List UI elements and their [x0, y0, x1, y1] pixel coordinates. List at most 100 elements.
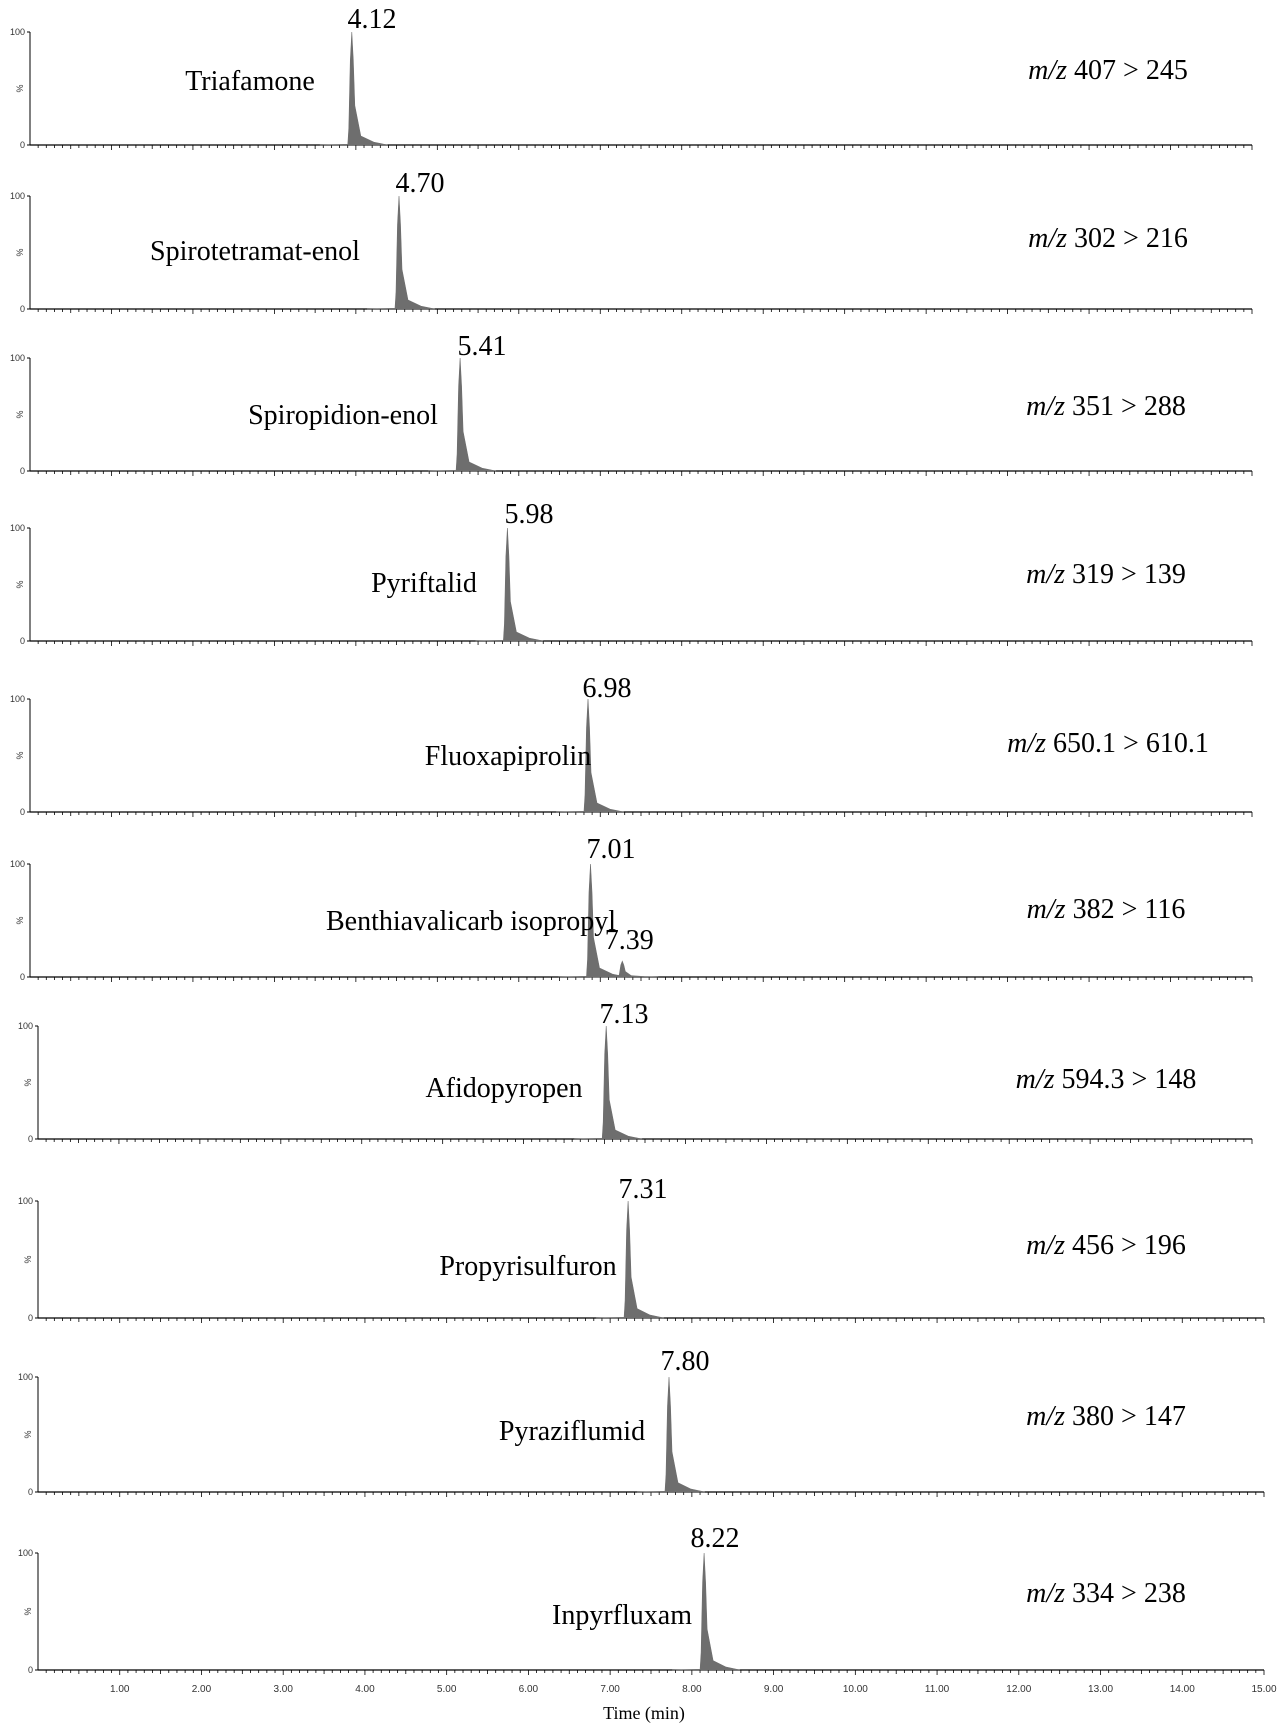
mz-prefix: m/z	[1026, 559, 1065, 590]
mz-transition-label: m/z 594.3 > 148	[1016, 1064, 1197, 1095]
panel-inpyrfluxam: 100% 0 8.22 Inpyrfluxam m/z 334 > 238	[18, 1523, 1265, 1675]
mz-value: 334 > 238	[1065, 1578, 1186, 1609]
mz-prefix: m/z	[1026, 1230, 1065, 1261]
y-axis-label: %	[15, 580, 25, 588]
y-tick-label: 100	[18, 1548, 33, 1558]
mz-transition-label: m/z 382 > 116	[1027, 894, 1186, 925]
x-tick-label: 3.00	[273, 1684, 293, 1695]
x-tick-label: 4.00	[355, 1684, 375, 1695]
x-tick-label: 5.00	[437, 1684, 457, 1695]
mz-prefix: m/z	[1027, 894, 1066, 925]
panel-pyriftalid: 100% 0 5.98 Pyriftalid m/z 319 > 139	[10, 499, 1253, 646]
panel-propyrisulfuron: 100% 0 7.31 Propyrisulfuron m/z 456 > 196	[18, 1174, 1265, 1323]
panel-pyraziflumid: 100% 0 7.80 Pyraziflumid m/z 380 > 147	[18, 1346, 1265, 1497]
compound-label: Fluoxapiprolin	[425, 741, 591, 772]
y-tick-label: 0	[20, 304, 25, 314]
y-tick-label: 0	[20, 466, 25, 476]
chromatogram-peak	[475, 527, 544, 642]
retention-time-label: 7.01	[587, 834, 636, 865]
y-tick-label: 100	[10, 694, 25, 704]
mz-value: 594.3 > 148	[1055, 1064, 1197, 1095]
y-tick-label: 100	[18, 1372, 33, 1382]
y-tick-label: 100	[10, 191, 25, 201]
x-tick-label: 13.00	[1088, 1684, 1113, 1695]
y-axis-label: %	[23, 1607, 33, 1615]
retention-time-label: 4.70	[396, 168, 445, 199]
mz-value: 380 > 147	[1065, 1401, 1186, 1432]
chromatogram-peak	[672, 1552, 741, 1671]
mz-transition-label: m/z 380 > 147	[1026, 1401, 1186, 1432]
compound-label: Afidopyropen	[425, 1073, 582, 1104]
x-tick-label: 14.00	[1170, 1684, 1195, 1695]
y-tick-label: 0	[28, 1665, 33, 1675]
x-tick-label: 1.00	[110, 1684, 130, 1695]
mz-transition-label: m/z 407 > 245	[1028, 55, 1188, 86]
mz-value: 382 > 116	[1066, 894, 1186, 925]
chromatogram-peak	[558, 863, 627, 978]
retention-time-label: 7.31	[619, 1174, 668, 1205]
x-tick-label: 6.00	[519, 1684, 539, 1695]
y-axis-label: %	[15, 410, 25, 418]
mz-value: 456 > 196	[1065, 1230, 1186, 1261]
chromatogram-peak	[555, 698, 625, 813]
chromatogram-peak	[574, 1025, 643, 1140]
retention-time-label: 6.98	[583, 673, 632, 704]
mz-value: 650.1 > 610.1	[1046, 728, 1209, 759]
panel-spiropidion-enol: 100% 0 5.41 Spiropidion-enol m/z 351 > 288	[10, 331, 1253, 476]
x-tick-label: 8.00	[682, 1684, 702, 1695]
y-tick-label: 0	[20, 140, 25, 150]
mz-prefix: m/z	[1028, 223, 1067, 254]
y-tick-label: 0	[20, 972, 25, 982]
panel-spirotetramat-enol: 100% 0 4.70 Spirotetramat-enol m/z 302 > 216	[10, 168, 1253, 314]
retention-time-label: 5.41	[458, 331, 507, 362]
compound-label: Benthiavalicarb isopropyl	[326, 906, 616, 937]
panel-fluoxapiprolin: 100% 0 6.98 Fluoxapiprolin m/z 650.1 > 610.1	[10, 673, 1253, 817]
chromatogram-peak	[636, 1376, 706, 1493]
y-axis-label: %	[15, 751, 25, 759]
mz-transition-label: m/z 650.1 > 610.1	[1007, 728, 1209, 759]
x-tick-label: 7.00	[600, 1684, 620, 1695]
x-tick-label: 12.00	[1006, 1684, 1031, 1695]
y-tick-label: 0	[28, 1313, 33, 1323]
mz-prefix: m/z	[1028, 55, 1067, 86]
mz-prefix: m/z	[1026, 391, 1065, 422]
mz-transition-label: m/z 319 > 139	[1026, 559, 1186, 590]
mz-transition-label: m/z 351 > 288	[1026, 391, 1186, 422]
y-axis-label: %	[15, 916, 25, 924]
x-tick-label: 2.00	[192, 1684, 212, 1695]
y-axis-label: %	[15, 248, 25, 256]
compound-label: Triafamone	[185, 66, 315, 97]
y-axis-label: %	[23, 1078, 33, 1086]
y-tick-label: 100	[10, 523, 25, 533]
chromatogram-peak	[596, 1200, 665, 1319]
y-tick-label: 100	[18, 1021, 33, 1031]
y-tick-label: 0	[20, 636, 25, 646]
mz-value: 351 > 288	[1065, 391, 1186, 422]
mz-value: 302 > 216	[1067, 223, 1188, 254]
mz-value: 319 > 139	[1065, 559, 1186, 590]
x-tick-label: 9.00	[764, 1684, 784, 1695]
mz-prefix: m/z	[1026, 1401, 1065, 1432]
compound-label: Spirotetramat-enol	[150, 236, 360, 267]
retention-time-label: 4.12	[348, 4, 397, 35]
chromatogram-peak	[590, 960, 659, 978]
mz-transition-label: m/z 334 > 238	[1026, 1578, 1186, 1609]
panel-afidopyropen: 100% 0 7.13 Afidopyropen m/z 594.3 > 148	[18, 999, 1253, 1144]
chromatogram-peak	[428, 357, 497, 472]
y-tick-label: 0	[28, 1134, 33, 1144]
retention-time-label: 7.80	[661, 1346, 710, 1377]
mz-prefix: m/z	[1007, 728, 1046, 759]
retention-time-label: 7.13	[600, 999, 649, 1030]
y-tick-label: 100	[18, 1196, 33, 1206]
y-axis-label: %	[15, 84, 25, 92]
compound-label: Spiropidion-enol	[248, 400, 438, 431]
retention-time-label: 8.22	[691, 1523, 740, 1554]
mz-transition-label: m/z 456 > 196	[1026, 1230, 1186, 1261]
y-axis-label: %	[23, 1430, 33, 1438]
y-axis-label: %	[23, 1255, 33, 1263]
x-tick-label: 11.00	[925, 1684, 950, 1695]
mz-transition-label: m/z 302 > 216	[1028, 223, 1188, 254]
mz-prefix: m/z	[1016, 1064, 1055, 1095]
y-tick-label: 100	[10, 27, 25, 37]
